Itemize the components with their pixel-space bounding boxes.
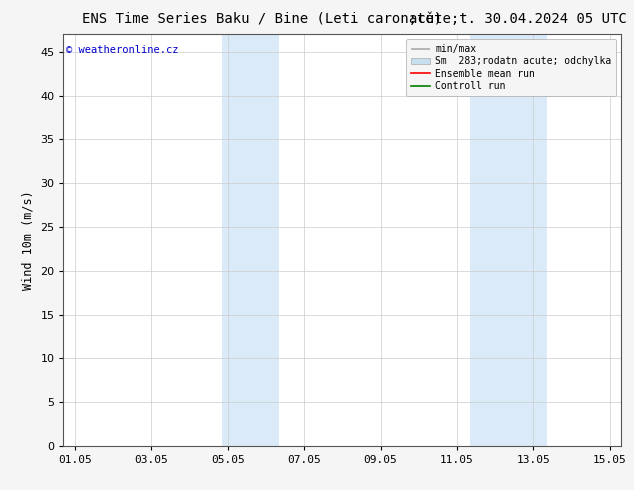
Bar [222, 34, 280, 446]
Text: ENS Time Series Baku / Bine (Leti caron;tě): ENS Time Series Baku / Bine (Leti caron;… [82, 12, 443, 26]
Legend: min/max, Sm  283;rodatn acute; odchylka, Ensemble mean run, Controll run: min/max, Sm 283;rodatn acute; odchylka, … [406, 39, 616, 96]
Bar [470, 34, 547, 446]
Text: © weatheronline.cz: © weatheronline.cz [66, 45, 179, 54]
Text: acute;t. 30.04.2024 05 UTC: acute;t. 30.04.2024 05 UTC [409, 12, 626, 26]
Y-axis label: Wind 10m (m/s): Wind 10m (m/s) [22, 190, 35, 290]
